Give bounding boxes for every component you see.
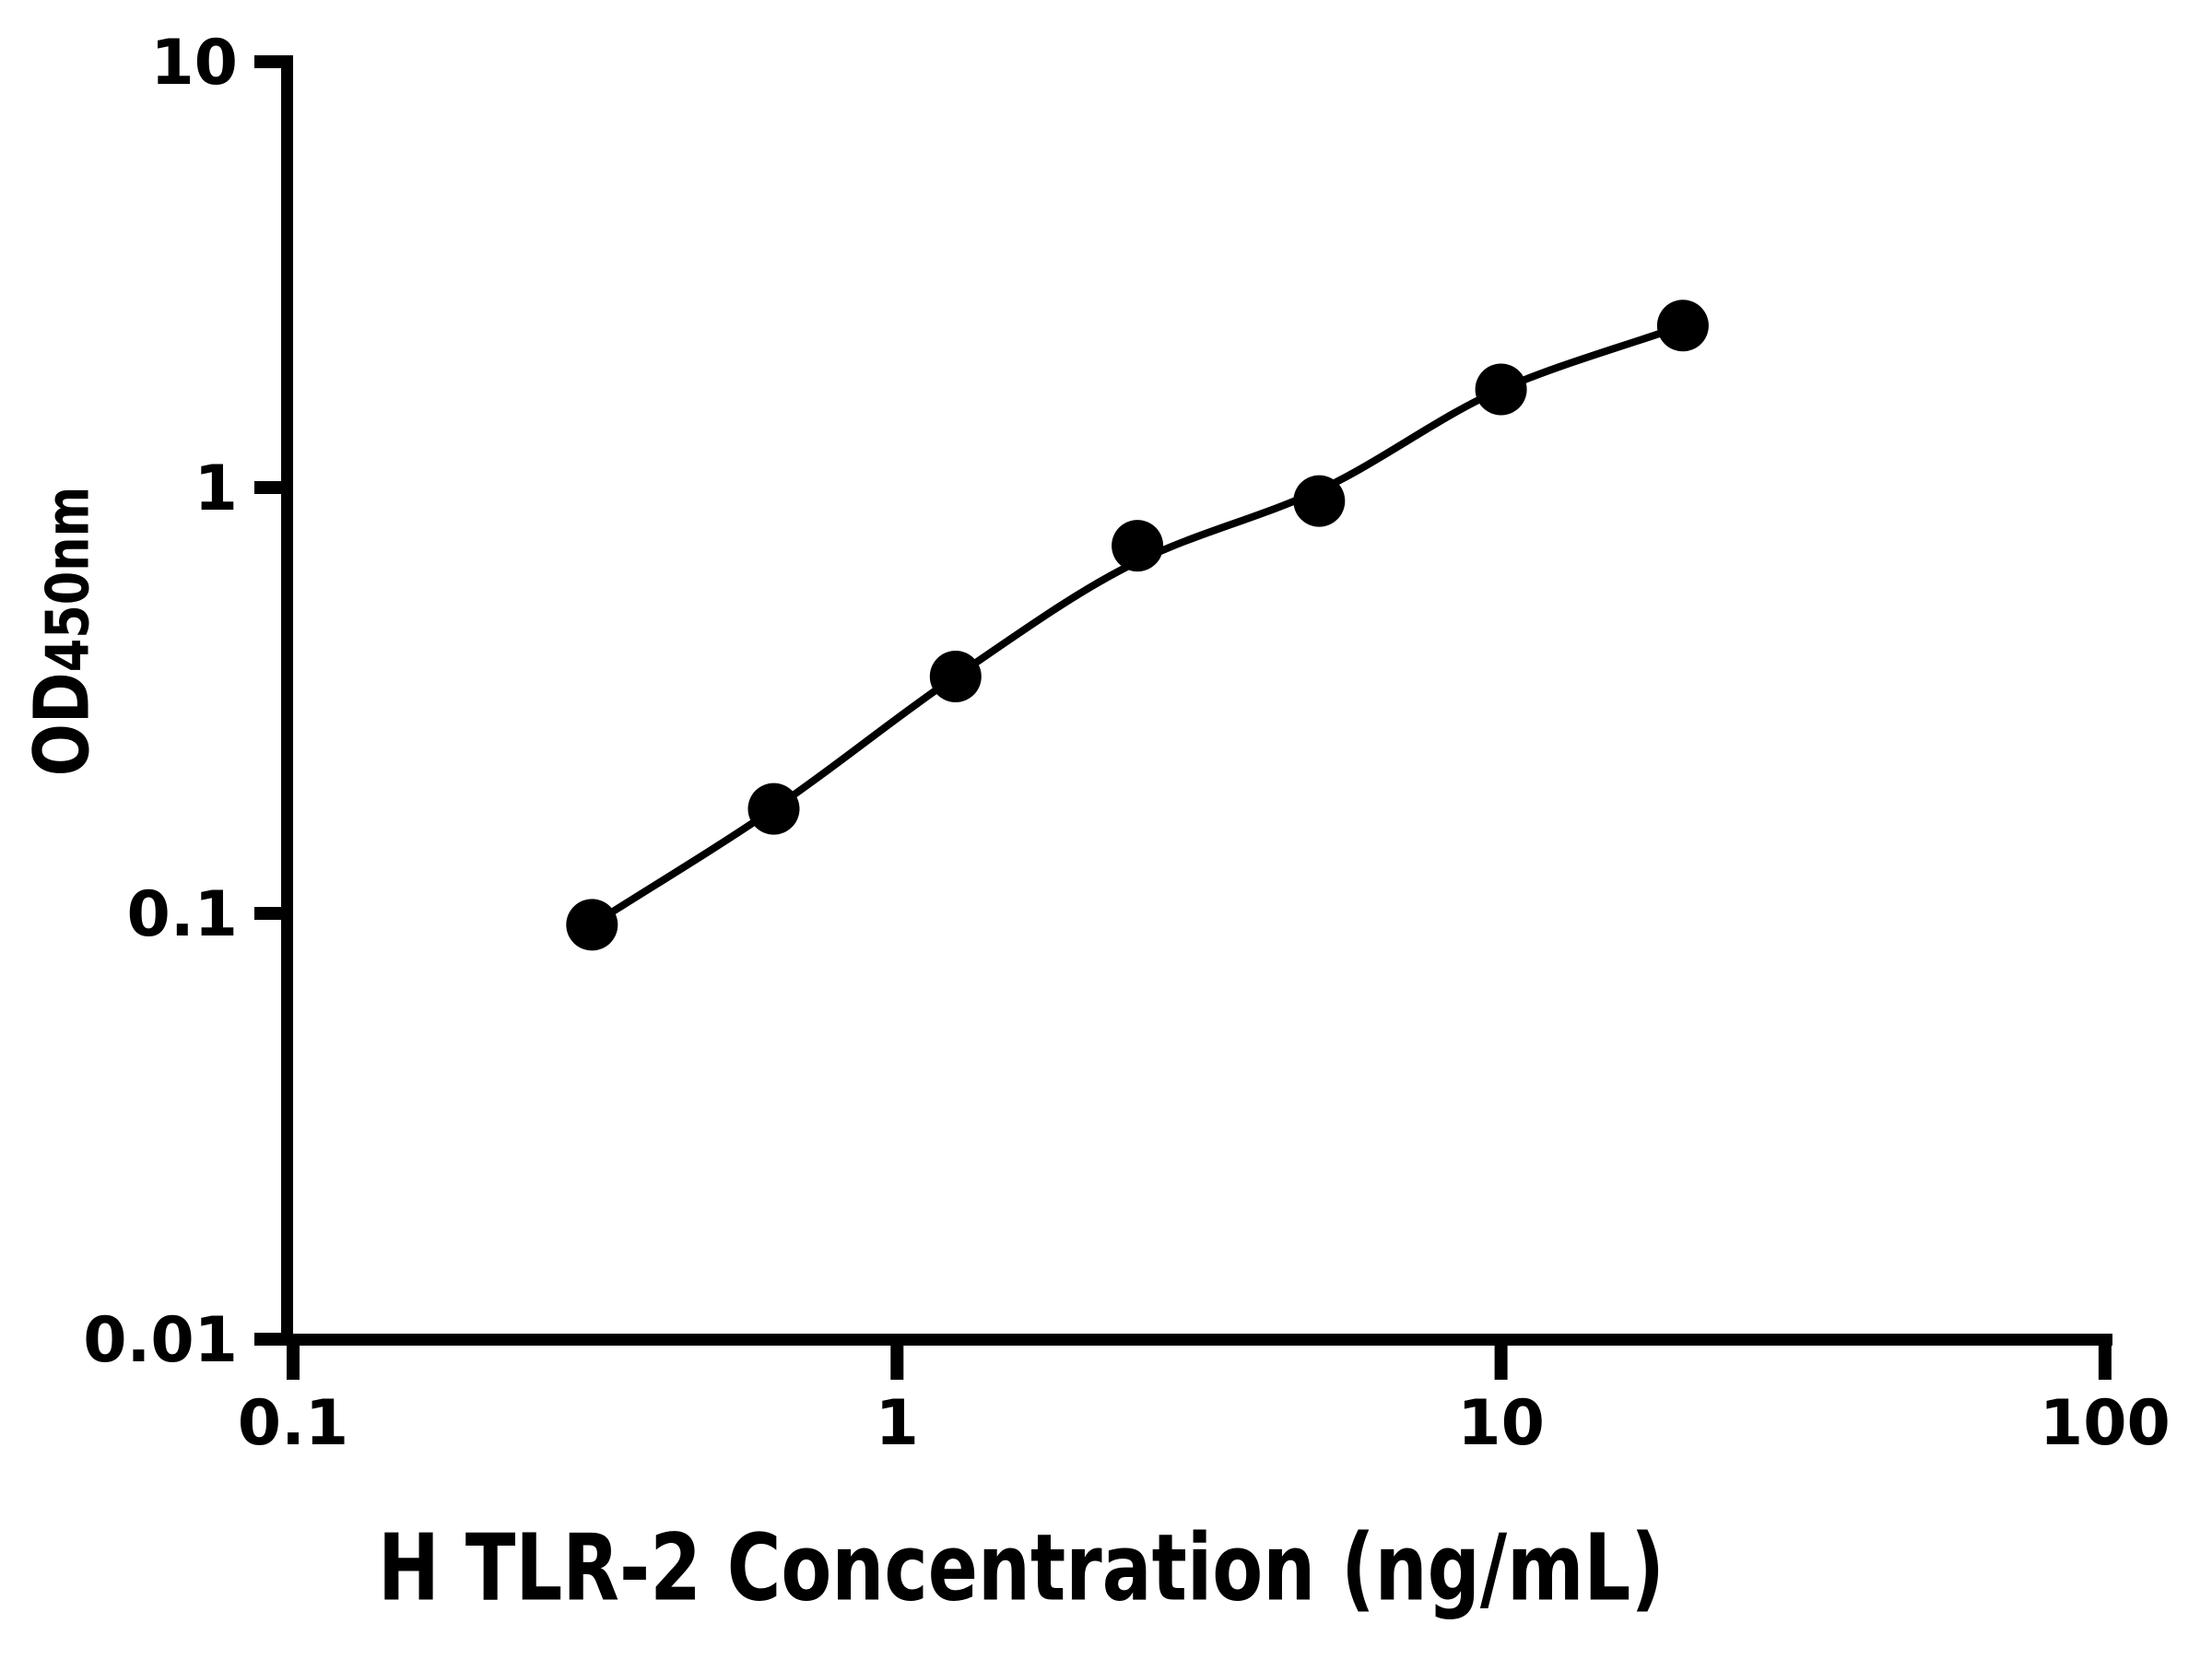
y-tick-label: 10 xyxy=(150,27,238,100)
x-tick-label: 0.1 xyxy=(238,1387,348,1460)
x-tick-label: 10 xyxy=(1457,1387,1545,1460)
data-point xyxy=(1475,363,1527,416)
y-tick-label: 0.1 xyxy=(127,878,238,951)
y-axis-title-main: OD xyxy=(18,672,107,777)
data-point xyxy=(747,782,800,835)
data-point xyxy=(1293,475,1346,527)
y-tick-label: 1 xyxy=(194,453,238,525)
data-point xyxy=(1112,520,1164,572)
y-axis-title: OD450nm xyxy=(19,487,107,777)
data-point xyxy=(1656,300,1709,352)
x-tick-label: 1 xyxy=(876,1387,919,1460)
x-axis-title: H TLR-2 Concentration (ng/mL) xyxy=(378,1513,1665,1622)
y-axis-title-subscript: 450nm xyxy=(34,486,103,673)
x-tick-label: 100 xyxy=(2040,1387,2171,1460)
fit-curve xyxy=(590,322,1685,928)
data-point xyxy=(929,651,982,702)
y-tick-label: 0.01 xyxy=(83,1304,238,1377)
data-point xyxy=(566,899,618,951)
